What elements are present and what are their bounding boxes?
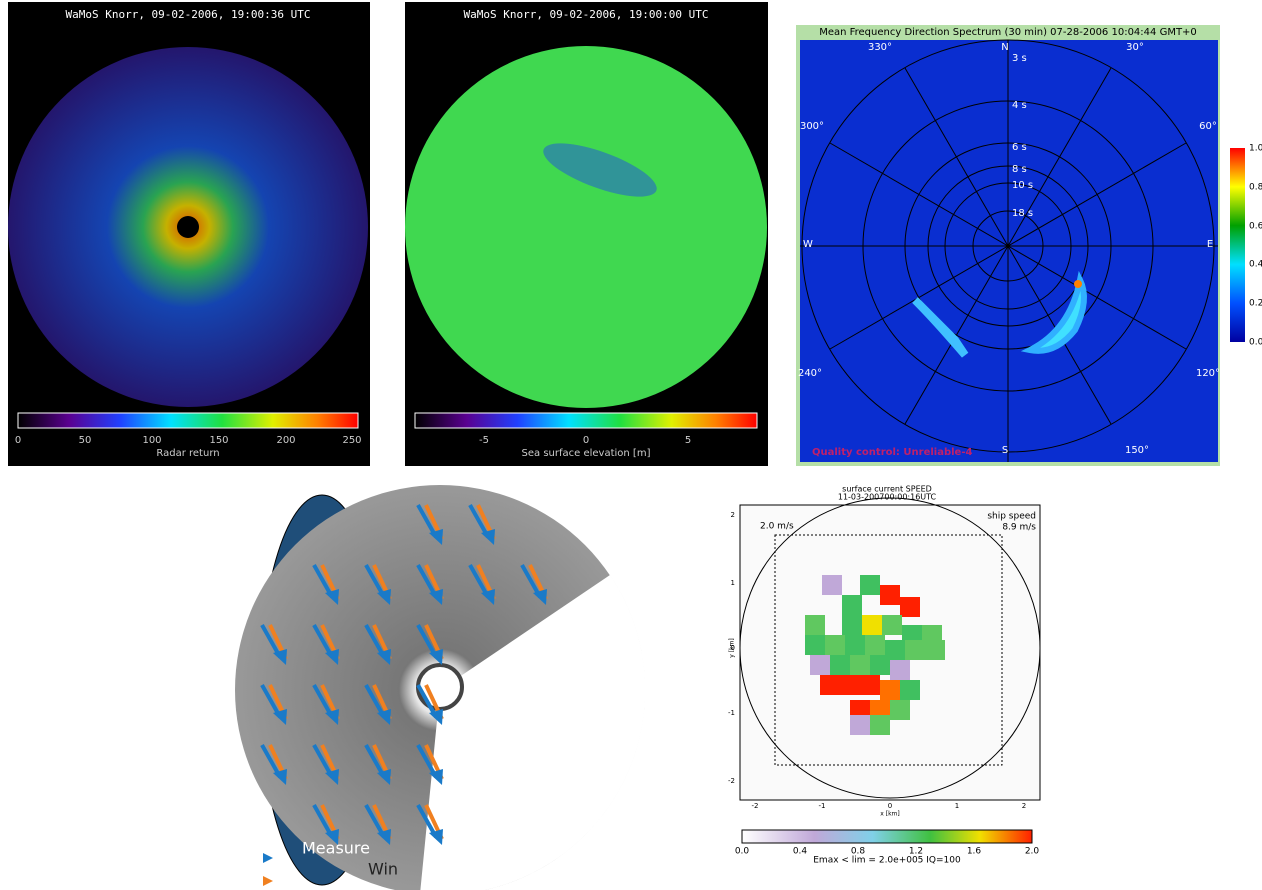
cell bbox=[860, 575, 880, 595]
label: Sea surface elevation [m] bbox=[522, 448, 651, 459]
label: 1 bbox=[955, 802, 959, 810]
cell bbox=[842, 595, 862, 615]
label: Measure bbox=[302, 839, 370, 858]
label: Radar return bbox=[156, 448, 219, 459]
label: 0 bbox=[15, 435, 21, 446]
label: 30° bbox=[1126, 42, 1144, 53]
cell bbox=[880, 680, 900, 700]
label: WaMoS Knorr, 09-02-2006, 19:00:36 UTC bbox=[65, 8, 310, 21]
cell bbox=[890, 700, 910, 720]
label: 2 bbox=[731, 511, 735, 519]
label: N bbox=[1001, 42, 1008, 53]
label: Win bbox=[368, 860, 398, 879]
label: 200 bbox=[276, 435, 295, 446]
label: 150 bbox=[209, 435, 228, 446]
cell bbox=[900, 680, 920, 700]
colorbar bbox=[742, 830, 1032, 843]
label: 250 bbox=[342, 435, 361, 446]
label: 0.6 bbox=[1249, 222, 1262, 232]
label: 0.0 bbox=[735, 847, 750, 857]
label: 2.0 bbox=[1025, 847, 1040, 857]
cell bbox=[862, 615, 882, 635]
label: 60° bbox=[1199, 121, 1217, 132]
elevation-image bbox=[405, 46, 767, 408]
label: 1.0 bbox=[1249, 144, 1262, 154]
cell bbox=[845, 635, 865, 655]
cell bbox=[870, 655, 890, 675]
label: 4 s bbox=[1012, 100, 1027, 111]
label: ship speed bbox=[987, 512, 1036, 522]
cell bbox=[805, 635, 825, 655]
label: W bbox=[803, 239, 813, 250]
radar-center bbox=[177, 216, 199, 238]
cell bbox=[820, 675, 840, 695]
cell bbox=[805, 615, 825, 635]
label: 6 s bbox=[1012, 142, 1027, 153]
cell bbox=[840, 675, 860, 695]
label: -5 bbox=[479, 435, 489, 446]
cell bbox=[822, 575, 842, 595]
cell bbox=[870, 715, 890, 735]
label: 2 bbox=[1022, 802, 1026, 810]
label: 0.0 bbox=[1249, 338, 1262, 348]
label: 100 bbox=[142, 435, 161, 446]
colorbar bbox=[1230, 148, 1245, 342]
legend-marker bbox=[263, 853, 273, 863]
legend-marker bbox=[263, 876, 273, 886]
radar-center bbox=[418, 665, 462, 709]
label: 8.9 m/s bbox=[1002, 523, 1036, 533]
cell bbox=[865, 635, 885, 655]
label: 150° bbox=[1125, 445, 1149, 456]
label: x [km] bbox=[880, 811, 899, 818]
cell bbox=[860, 675, 880, 695]
label: E bbox=[1207, 239, 1213, 250]
label: Quality control: Unreliable-4 bbox=[812, 447, 972, 458]
cell bbox=[825, 635, 845, 655]
label: 5 bbox=[685, 435, 691, 446]
cell bbox=[830, 655, 850, 675]
label: -2 bbox=[752, 802, 759, 810]
label: WaMoS Knorr, 09-02-2006, 19:00:00 UTC bbox=[463, 8, 708, 21]
collage: WaMoS Knorr, 09-02-2006, 19:00:36 UTC050… bbox=[0, 0, 1262, 890]
colorbar bbox=[18, 413, 358, 428]
label: 3 s bbox=[1012, 53, 1027, 64]
label: 0.2 bbox=[1249, 299, 1262, 309]
cell bbox=[810, 655, 830, 675]
label: 120° bbox=[1196, 368, 1220, 379]
label: Mean Frequency Direction Spectrum (30 mi… bbox=[819, 27, 1197, 38]
label: 8 s bbox=[1012, 164, 1027, 175]
label: 10 s bbox=[1012, 180, 1033, 191]
cell bbox=[925, 640, 945, 660]
label: S bbox=[1002, 445, 1008, 456]
label: 0.4 bbox=[1249, 260, 1262, 270]
cell bbox=[850, 655, 870, 675]
cell bbox=[882, 615, 902, 635]
label: 50 bbox=[79, 435, 92, 446]
cell bbox=[842, 615, 862, 635]
label: 0.8 bbox=[1249, 183, 1262, 193]
label: 18 s bbox=[1012, 208, 1033, 219]
label: -1 bbox=[819, 802, 826, 810]
cell bbox=[850, 715, 870, 735]
cell bbox=[900, 597, 920, 617]
label: 330° bbox=[868, 42, 892, 53]
label: 0 bbox=[583, 435, 589, 446]
label: 11-03-200700:00:16UTC bbox=[838, 493, 937, 502]
label: 0.4 bbox=[793, 847, 808, 857]
energy-peak bbox=[1074, 280, 1082, 288]
label: 0 bbox=[888, 802, 892, 810]
cell bbox=[880, 585, 900, 605]
cell bbox=[905, 640, 925, 660]
label: 1 bbox=[731, 579, 735, 587]
label: 300° bbox=[800, 121, 824, 132]
label: y [km] bbox=[729, 638, 736, 657]
label: -1 bbox=[728, 709, 735, 717]
label: -2 bbox=[728, 777, 735, 785]
cell bbox=[890, 660, 910, 680]
label: 2.0 m/s bbox=[760, 522, 794, 532]
label: 1.6 bbox=[967, 847, 982, 857]
colorbar bbox=[415, 413, 757, 428]
label: 240° bbox=[798, 368, 822, 379]
label: Emax < lim = 2.0e+005 IQ=100 bbox=[813, 856, 961, 866]
